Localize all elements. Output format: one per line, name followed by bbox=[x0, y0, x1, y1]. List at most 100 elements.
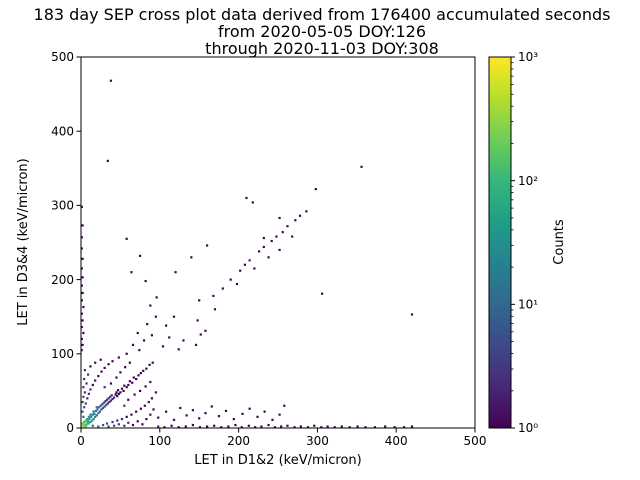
data-point bbox=[172, 315, 176, 318]
x-tick-label: 100 bbox=[148, 434, 171, 448]
data-point bbox=[174, 271, 177, 274]
data-point bbox=[83, 369, 87, 372]
data-point bbox=[101, 406, 105, 410]
data-point bbox=[81, 276, 84, 279]
data-point bbox=[123, 424, 126, 427]
data-point bbox=[82, 386, 85, 389]
data-point bbox=[293, 426, 296, 429]
data-point bbox=[141, 423, 144, 426]
data-point bbox=[194, 343, 198, 346]
data-point bbox=[150, 334, 154, 337]
data-point bbox=[117, 392, 120, 395]
x-tick-label: 500 bbox=[464, 434, 487, 448]
data-point bbox=[100, 370, 103, 373]
data-point bbox=[154, 391, 157, 394]
data-point bbox=[241, 412, 244, 416]
data-point bbox=[109, 382, 113, 385]
data-point bbox=[91, 383, 94, 387]
data-point bbox=[81, 224, 84, 227]
data-point bbox=[253, 267, 256, 270]
data-point bbox=[88, 417, 91, 421]
data-point bbox=[86, 420, 90, 423]
data-point bbox=[139, 407, 142, 410]
data-point bbox=[210, 405, 213, 408]
data-point bbox=[205, 425, 209, 428]
data-point bbox=[80, 337, 83, 341]
chart-title-line3: through 2020-11-03 DOY:308 bbox=[205, 39, 439, 58]
data-point bbox=[80, 325, 83, 329]
data-point bbox=[94, 409, 98, 413]
data-point bbox=[80, 348, 83, 352]
data-point bbox=[263, 410, 266, 413]
data-point bbox=[101, 423, 105, 427]
data-point bbox=[360, 165, 363, 168]
data-point bbox=[305, 210, 308, 213]
data-point bbox=[248, 407, 251, 410]
data-point bbox=[299, 425, 302, 428]
data-point bbox=[105, 403, 108, 407]
data-point bbox=[81, 410, 84, 413]
data-point bbox=[373, 426, 377, 429]
data-point bbox=[84, 419, 87, 422]
data-point bbox=[86, 373, 90, 376]
data-point bbox=[94, 361, 97, 364]
data-point bbox=[149, 413, 152, 416]
data-point bbox=[111, 360, 114, 363]
data-point bbox=[83, 406, 86, 409]
x-axis-label: LET in D1&2 (keV/micron) bbox=[194, 453, 362, 468]
data-point bbox=[83, 420, 86, 424]
data-point bbox=[278, 413, 281, 416]
data-point bbox=[204, 412, 207, 415]
data-point bbox=[204, 329, 207, 332]
data-point bbox=[142, 339, 146, 342]
data-point bbox=[110, 394, 113, 397]
data-point bbox=[185, 414, 188, 417]
data-point bbox=[98, 410, 102, 413]
x-tick-label: 300 bbox=[306, 434, 329, 448]
data-point bbox=[229, 278, 232, 281]
data-point bbox=[102, 401, 105, 404]
data-point bbox=[145, 367, 148, 370]
data-point bbox=[273, 426, 276, 429]
data-point bbox=[245, 196, 248, 200]
data-point bbox=[402, 426, 406, 429]
y-tick-label: 300 bbox=[51, 199, 74, 213]
data-point bbox=[112, 396, 116, 399]
data-point bbox=[80, 426, 83, 429]
data-point bbox=[306, 426, 310, 429]
data-point bbox=[125, 237, 128, 240]
data-point bbox=[84, 425, 87, 428]
data-point bbox=[80, 247, 83, 250]
data-point bbox=[122, 389, 125, 392]
data-point bbox=[93, 412, 96, 416]
data-point bbox=[87, 415, 90, 418]
data-point bbox=[127, 398, 130, 401]
data-point bbox=[154, 315, 157, 318]
data-point bbox=[144, 279, 147, 283]
colorbar-tick-label: 10¹ bbox=[518, 298, 538, 312]
data-point bbox=[99, 404, 102, 407]
y-tick-label: 100 bbox=[51, 347, 74, 361]
data-point bbox=[393, 426, 396, 429]
data-point bbox=[251, 201, 254, 204]
data-point bbox=[104, 400, 107, 403]
colorbar-tick-label: 10⁰ bbox=[518, 421, 538, 435]
data-point bbox=[198, 426, 202, 429]
data-point bbox=[92, 417, 95, 421]
data-point bbox=[191, 409, 194, 412]
data-point bbox=[105, 422, 109, 425]
data-point bbox=[155, 296, 158, 299]
data-point bbox=[94, 415, 97, 418]
data-point bbox=[81, 319, 84, 322]
data-point bbox=[81, 291, 84, 295]
data-point bbox=[234, 423, 237, 427]
data-point bbox=[291, 235, 294, 238]
data-point bbox=[92, 410, 95, 413]
data-point bbox=[127, 383, 130, 387]
data-point bbox=[116, 394, 119, 398]
data-point bbox=[82, 331, 85, 335]
data-point bbox=[168, 336, 171, 339]
data-point bbox=[410, 425, 414, 428]
y-tick-label: 400 bbox=[51, 124, 74, 138]
